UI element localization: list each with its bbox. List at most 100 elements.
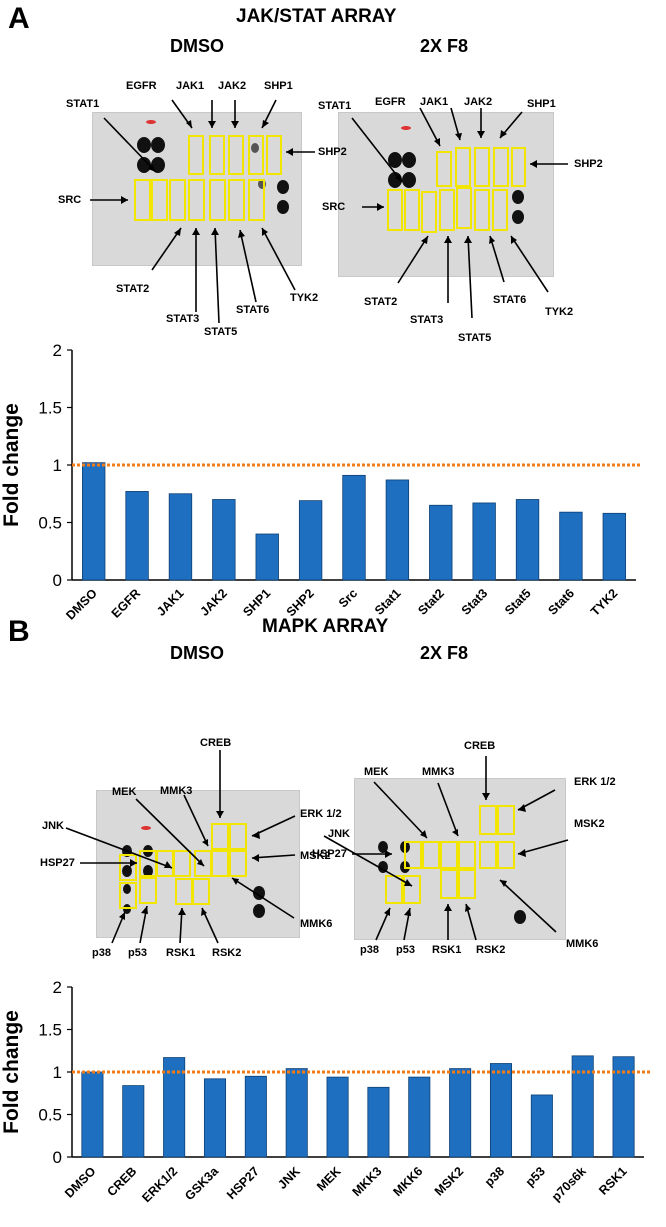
panel-b-f8-title: 2X F8: [420, 643, 469, 663]
mapk-bar-9: [449, 1068, 472, 1158]
mapk-bar-6: [326, 1076, 349, 1158]
label-jnk: JNK: [42, 820, 65, 832]
mapk-bar-12: [571, 1055, 594, 1158]
label-stat3: STAT3: [166, 313, 200, 325]
jakstat-bar-11: [559, 511, 583, 581]
mapk-xtick-label-12: p70s6k: [549, 1164, 589, 1204]
mapk-bar-3: [203, 1078, 227, 1158]
mapk-ytick-label-2: 1: [53, 1063, 62, 1082]
label-p53: p53: [128, 947, 147, 959]
label-jak1: JAK1: [176, 80, 205, 92]
mapk-xtick-label-3: GSK3a: [182, 1163, 222, 1203]
label-shp2: SHP2: [318, 146, 347, 158]
label-jnk-f8: JNK: [328, 828, 351, 840]
mapk-bar-1: [122, 1085, 145, 1158]
label-stat5-f8: STAT5: [458, 332, 492, 344]
panel-b-title: MAPK ARRAY: [262, 616, 389, 637]
jakstat-ytick-label-4: 2: [53, 341, 62, 360]
panel-a-letter: A: [8, 2, 30, 35]
mapk-xtick-label-13: RSK1: [596, 1164, 630, 1198]
mapk-ytick-label-4: 2: [53, 978, 62, 997]
jakstat-bar-1: [125, 491, 149, 581]
jakstat-bar-8: [429, 504, 453, 581]
mapk-bar-11: [530, 1094, 553, 1158]
label-stat3-f8: STAT3: [410, 314, 444, 326]
label-mmk6-f8: MMK6: [566, 938, 599, 950]
panel-b-letter: B: [8, 615, 30, 648]
label-mmk6: MMK6: [300, 918, 333, 930]
jakstat-bar-5: [298, 500, 323, 581]
mapk-bar-0: [81, 1071, 104, 1158]
label-hsp27: HSP27: [40, 857, 75, 869]
mapk-ylabel: Fold change: [0, 1010, 23, 1134]
label-mek-f8: MEK: [364, 766, 389, 778]
label-shp1-f8: SHP1: [527, 98, 556, 110]
jakstat-bar-2: [168, 493, 193, 581]
mapk-xtick-label-2: ERK1/2: [139, 1164, 180, 1205]
label-msk2-f8: MSK2: [574, 818, 605, 830]
mapk-xtick-label-11: p53: [523, 1164, 548, 1189]
label-rsk2: RSK2: [212, 947, 242, 959]
mapk-bar-7: [367, 1086, 390, 1158]
label-hsp27-f8: HSP27: [312, 848, 347, 860]
jakstat-bar-12: [602, 512, 626, 581]
jakstat-ytick-label-2: 1: [53, 456, 62, 475]
label-mmk3-f8: MMK3: [422, 766, 455, 778]
jakstat-bar-0: [82, 462, 106, 581]
jakstat-ylabel: Fold change: [0, 403, 23, 527]
label-jak2-f8: JAK2: [464, 96, 493, 108]
label-stat6: STAT6: [236, 304, 270, 316]
jakstat-bar-6: [342, 474, 366, 581]
jakstat-bar-10: [515, 499, 540, 581]
panel-b-dmso-title: DMSO: [170, 643, 224, 663]
mapk-ytick-label-1: 0.5: [38, 1106, 62, 1125]
mapk-bar-10: [489, 1063, 513, 1158]
label-mek: MEK: [112, 786, 137, 798]
label-egfr-f8: EGFR: [375, 96, 406, 108]
label-creb: CREB: [200, 737, 232, 749]
label-msk2: MSK2: [300, 850, 331, 862]
label-p38: p38: [92, 947, 111, 959]
jakstat-ytick-label-1: 0.5: [38, 514, 62, 533]
jakstat-bar-4: [255, 533, 279, 581]
label-mmk3: MMK3: [160, 785, 193, 797]
jakstat-ytick-label-3: 1.5: [38, 399, 62, 418]
label-jak1-f8: JAK1: [420, 96, 449, 108]
label-rsk1: RSK1: [166, 947, 196, 959]
label-shp1: SHP1: [264, 80, 293, 92]
label-stat1: STAT1: [66, 98, 100, 110]
label-creb-f8: CREB: [464, 740, 496, 752]
label-src: SRC: [58, 194, 82, 206]
mapk-xtick-label-10: p38: [482, 1164, 507, 1189]
label-stat2: STAT2: [116, 283, 150, 295]
mapk-ytick-label-3: 1.5: [38, 1021, 62, 1040]
label-shp2-f8: SHP2: [574, 158, 603, 170]
label-egfr: EGFR: [126, 80, 157, 92]
label-stat6-f8: STAT6: [493, 294, 527, 306]
label-tyk2-f8: TYK2: [545, 306, 574, 318]
mapk-xtick-label-8: MKK6: [390, 1164, 425, 1199]
mapk-bar-2: [163, 1057, 186, 1158]
label-erk12-f8: ERK 1/2: [574, 776, 616, 788]
mapk-xtick-label-1: CREB: [104, 1164, 139, 1199]
label-p53-f8: p53: [396, 944, 415, 956]
jakstat-ytick-label-0: 0: [53, 571, 62, 590]
label-tyk2: TYK2: [290, 292, 319, 304]
mapk-xtick-label-5: JNK: [275, 1164, 303, 1192]
mapk-bar-5: [285, 1068, 308, 1158]
label-rsk1-f8: RSK1: [432, 944, 462, 956]
label-jak2: JAK2: [218, 80, 247, 92]
panel-a-f8-title: 2X F8: [420, 36, 469, 56]
mapk-xtick-label-0: DMSO: [62, 1164, 99, 1201]
panel-a-title: JAK/STAT ARRAY: [236, 6, 397, 27]
mapk-ytick-label-0: 0: [53, 1148, 62, 1167]
label-p38-f8: p38: [360, 944, 379, 956]
mapk-xtick-label-4: HSP27: [224, 1164, 262, 1202]
label-stat5: STAT5: [204, 326, 238, 338]
jakstat-bar-7: [385, 479, 410, 581]
label-stat2-f8: STAT2: [364, 296, 398, 308]
mapk-xtick-label-9: MSK2: [432, 1164, 466, 1198]
